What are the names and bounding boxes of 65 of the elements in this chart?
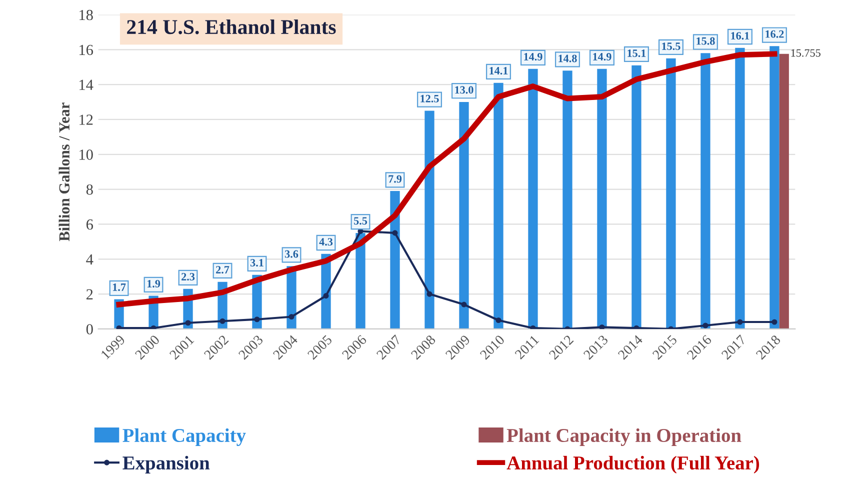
- data-label: 3.6: [284, 250, 298, 258]
- y-tick-label: 12: [80, 114, 93, 125]
- data-label: 16.2: [766, 30, 784, 38]
- bar: [424, 110, 434, 329]
- legend-label: Plant Capacity: [122, 428, 246, 446]
- bar: [562, 70, 572, 329]
- bar: [494, 82, 504, 329]
- data-label: 7.9: [388, 175, 402, 183]
- bar: [528, 68, 538, 329]
- bar: [597, 68, 607, 329]
- legend-label: Annual Production (Full Year): [506, 456, 760, 474]
- point: [426, 291, 432, 297]
- data-label: 12.5: [420, 94, 439, 102]
- data-label: 13.0: [455, 86, 474, 94]
- point: [772, 319, 778, 325]
- y-tick-label: 18: [80, 10, 93, 20]
- chart-title: 214 U.S. Ethanol Plants: [127, 19, 336, 34]
- y-tick-label: 14: [80, 80, 94, 90]
- point: [254, 316, 260, 322]
- bar: [459, 102, 469, 329]
- bar: [735, 48, 745, 329]
- data-label: 14.1: [490, 67, 508, 74]
- data-label: 2.7: [216, 266, 230, 274]
- point: [599, 324, 605, 329]
- data-label: 1.7: [112, 283, 126, 291]
- data-label: 15.1: [628, 50, 646, 58]
- y-tick-label: 0: [86, 324, 93, 334]
- point: [461, 302, 467, 308]
- y-tick-label: 6: [86, 219, 94, 230]
- point: [702, 322, 708, 328]
- y-tick-label: 4: [86, 254, 94, 264]
- data-label: 14.8: [558, 54, 577, 62]
- bar: [390, 191, 400, 329]
- legend-label: Expansion: [122, 456, 210, 474]
- y-tick-label: 10: [80, 150, 93, 160]
- x-tick-label: 2011: [514, 334, 540, 360]
- point: [323, 293, 329, 299]
- data-label: 1.9: [147, 280, 160, 288]
- data-label: 14.9: [593, 53, 612, 61]
- y-tick-label: 2: [86, 289, 93, 300]
- y-tick-label: 8: [86, 184, 93, 195]
- data-label: 16.1: [731, 32, 750, 40]
- point: [392, 230, 398, 236]
- point: [737, 319, 743, 325]
- bar: [700, 53, 710, 329]
- data-label: 5.5: [354, 217, 368, 225]
- y-axis-title: Billion Gallons / Year: [58, 102, 70, 242]
- bar: [666, 58, 676, 329]
- data-label: 15.5: [662, 42, 680, 50]
- data-label: 14.9: [524, 53, 542, 61]
- point: [185, 320, 191, 326]
- data-label: 15.8: [696, 37, 715, 45]
- bar: [770, 46, 780, 329]
- bar: [356, 232, 366, 329]
- point: [496, 317, 502, 324]
- point: [220, 318, 226, 324]
- annotation: 15.755: [791, 49, 820, 57]
- bar: [632, 65, 642, 329]
- legend-label: Plant Capacity in Operation: [506, 428, 742, 446]
- data-label: 3.1: [250, 259, 264, 267]
- data-label: 2.3: [182, 272, 195, 280]
- data-label: 4.3: [319, 238, 333, 246]
- y-tick-label: 16: [80, 44, 94, 56]
- point: [288, 314, 294, 320]
- bar: [779, 54, 789, 329]
